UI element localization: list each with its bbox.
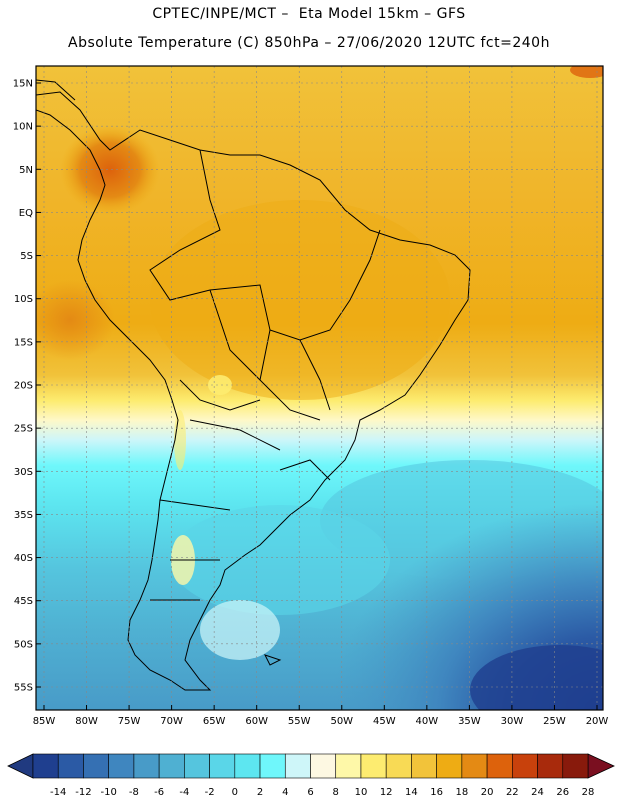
colorbar-swatch xyxy=(108,753,135,779)
colorbar-label: -6 xyxy=(154,787,164,798)
lat-label: 50S xyxy=(14,639,33,650)
colorbar-swatch xyxy=(83,753,109,779)
lon-label: 85W xyxy=(33,716,56,727)
lat-label: 5N xyxy=(19,165,33,176)
colorbar-swatch xyxy=(133,753,160,779)
central-america-coastline xyxy=(36,79,76,101)
colorbar-swatch xyxy=(57,753,84,779)
colorbar-swatch xyxy=(259,753,286,779)
title-line-2: Absolute Temperature (C) 850hPa – 27/06/… xyxy=(68,35,550,51)
colorbar-swatch xyxy=(512,753,538,779)
colorbar-swatch xyxy=(184,753,210,779)
lon-label: 30W xyxy=(501,716,524,727)
lat-label: 25S xyxy=(14,424,33,435)
coastline-layer xyxy=(36,79,471,691)
lat-label: 10N xyxy=(13,122,33,133)
map-frame xyxy=(35,65,604,711)
lon-label: 45W xyxy=(373,716,396,727)
graticule xyxy=(36,66,603,710)
lon-label: 40W xyxy=(416,716,439,727)
lon-label: 65W xyxy=(203,716,226,727)
lat-label: 55S xyxy=(14,683,33,694)
lat-label: 35S xyxy=(14,510,33,521)
colorbar-label: 14 xyxy=(405,787,418,798)
colorbar: -14 -12 -10 -8 -6 -4 -2 0 2 4 6 8 10 12 14 16 18 20 22 24 26… xyxy=(7,753,615,798)
colorbar-label: 24 xyxy=(531,787,544,798)
colorbar-label: 8 xyxy=(333,787,339,798)
map-field xyxy=(36,66,603,710)
colorbar-label: 10 xyxy=(355,787,368,798)
title-line-1: CPTEC/INPE/MCT – Eta Model 15km – GFS xyxy=(152,6,466,22)
colorbar-swatch xyxy=(461,753,488,779)
colorbar-swatch xyxy=(411,753,437,779)
colorbar-label: -14 xyxy=(50,787,66,798)
colorbar-label: 2 xyxy=(257,787,263,798)
brazil-borders xyxy=(149,149,381,601)
lat-label: 5S xyxy=(20,251,33,262)
latitude-axis: 15N 10N 5N EQ 5S 10S 15S 20S 25S 30S 35S 40S 45S 50S 5… xyxy=(13,79,41,694)
colorbar-swatch xyxy=(562,753,589,779)
colorbar-swatch xyxy=(537,753,564,779)
colorbar-label: 12 xyxy=(380,787,393,798)
longitude-axis: 85W 80W 75W 70W 65W 60W 55W 50W 45W 40W 35W 30W 25W 2… xyxy=(33,705,609,727)
colorbar-label: 22 xyxy=(506,787,519,798)
lat-label: 15N xyxy=(13,79,33,90)
colorbar-swatch xyxy=(234,753,261,779)
colorbar-label: 0 xyxy=(232,787,238,798)
lon-label: 35W xyxy=(458,716,481,727)
colorbar-label: -10 xyxy=(101,787,117,798)
lat-label: 40S xyxy=(14,553,33,564)
lon-label: 25W xyxy=(543,716,566,727)
lon-label: 20W xyxy=(586,716,609,727)
colorbar-swatch xyxy=(486,753,513,779)
lat-label: 30S xyxy=(14,467,33,478)
lat-label: 20S xyxy=(14,381,33,392)
lat-label: 45S xyxy=(14,596,33,607)
lon-label: 55W xyxy=(288,716,311,727)
lat-label: 10S xyxy=(14,294,33,305)
south-america-coastline xyxy=(36,91,471,691)
colorbar-swatch xyxy=(385,753,412,779)
colorbar-label: -2 xyxy=(205,787,215,798)
colorbar-label: 20 xyxy=(481,787,494,798)
colorbar-label: 28 xyxy=(582,787,595,798)
colorbar-label: -8 xyxy=(129,787,139,798)
lon-label: 50W xyxy=(330,716,353,727)
colorbar-label: -12 xyxy=(75,787,91,798)
colorbar-label: 4 xyxy=(282,787,288,798)
colorbar-swatch xyxy=(32,753,59,779)
colorbar-label: -4 xyxy=(179,787,189,798)
colorbar-left-arrow xyxy=(7,753,34,779)
colorbar-right-arrow xyxy=(587,753,615,779)
colorbar-label: 16 xyxy=(430,787,443,798)
colorbar-label: 26 xyxy=(556,787,569,798)
colorbar-swatch xyxy=(310,753,337,779)
lon-label: 75W xyxy=(118,716,141,727)
lon-label: 70W xyxy=(160,716,183,727)
colorbar-swatch xyxy=(335,753,362,779)
lon-label: 80W xyxy=(75,716,98,727)
falklands xyxy=(264,654,282,666)
colorbar-label: 18 xyxy=(455,787,468,798)
colorbar-swatch xyxy=(284,753,311,779)
lat-label: 15S xyxy=(14,337,33,348)
colorbar-swatch xyxy=(158,753,185,779)
colorbar-label: 6 xyxy=(307,787,313,798)
colorbar-swatch xyxy=(360,753,387,779)
lon-label: 60W xyxy=(245,716,268,727)
colorbar-swatch xyxy=(209,753,236,779)
colorbar-swatch xyxy=(436,753,463,779)
lat-label: EQ xyxy=(19,208,33,219)
